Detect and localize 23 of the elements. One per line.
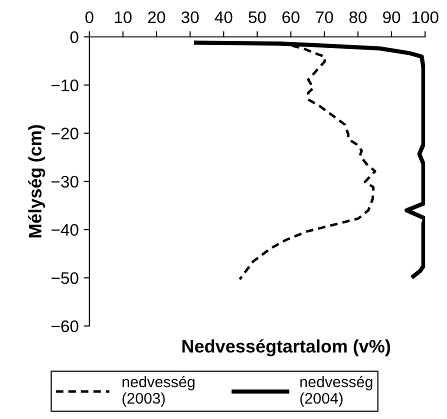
y-tick-label: 0 <box>70 31 78 44</box>
legend-label: nedvesség (2004) <box>300 376 372 407</box>
y-tick-label: −40 <box>52 224 78 236</box>
x-tick-label: 30 <box>181 11 199 24</box>
x-tick-label: 90 <box>383 11 400 24</box>
x-tick-label: 60 <box>282 11 300 24</box>
x-tick-label: 100 <box>412 11 438 24</box>
y-tick-label: −10 <box>52 79 78 92</box>
x-tick-label: 50 <box>248 11 266 24</box>
x-tick-label: 40 <box>214 11 232 24</box>
y-tick-label: −60 <box>52 320 78 332</box>
legend-label: nedvesség (2003) <box>122 376 194 407</box>
y-axis-title: Mélység (cm) <box>28 125 46 238</box>
x-tick-label: 10 <box>114 11 132 24</box>
x-tick-label: 70 <box>316 11 334 24</box>
line-series <box>194 40 426 278</box>
y-tick-label: −20 <box>52 128 78 140</box>
x-tick-label: 20 <box>148 11 166 24</box>
y-tick-label: −50 <box>52 272 78 284</box>
x-axis-title: Nedvességtartalom (v%) <box>182 339 390 356</box>
x-tick-label: 80 <box>349 11 367 24</box>
y-tick-label: −30 <box>52 176 78 188</box>
x-tick-label: 0 <box>85 11 94 24</box>
